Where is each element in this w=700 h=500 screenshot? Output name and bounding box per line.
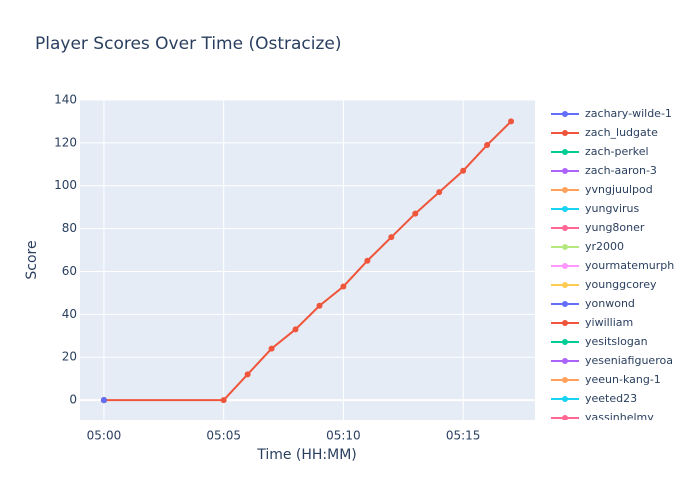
legend-marker xyxy=(562,377,568,383)
data-point xyxy=(268,345,275,352)
legend-marker xyxy=(562,187,568,193)
legend-marker xyxy=(562,149,568,155)
legend-marker xyxy=(562,339,568,345)
legend-marker xyxy=(562,263,568,269)
data-point xyxy=(436,189,443,196)
series-line xyxy=(103,120,512,402)
data-point xyxy=(460,167,467,174)
legend-label: yeseniafigueroa xyxy=(585,354,673,367)
legend-marker xyxy=(562,358,568,364)
data-point xyxy=(412,210,419,217)
legend-marker xyxy=(562,130,568,136)
y-tick-label: 20 xyxy=(62,350,77,364)
legend-marker xyxy=(562,168,568,174)
data-point xyxy=(364,257,371,264)
legend-marker xyxy=(562,206,568,212)
y-tick-label: 60 xyxy=(62,264,77,278)
legend-label: yourmatemurph xyxy=(585,259,674,272)
y-tick-label: 120 xyxy=(54,135,77,149)
x-tick-label: 05:00 xyxy=(87,429,122,443)
data-point xyxy=(100,397,107,404)
data-point xyxy=(292,326,299,333)
x-tick-label: 05:15 xyxy=(446,429,481,443)
y-tick-label: 40 xyxy=(62,307,77,321)
plot-area xyxy=(80,100,535,420)
data-point xyxy=(484,142,491,149)
x-axis-title: Time (HH:MM) xyxy=(256,447,357,463)
y-tick-label: 0 xyxy=(69,393,77,407)
y-axis-title: Score xyxy=(24,240,40,279)
legend-label: zachary-wilde-1 xyxy=(585,107,672,120)
legend-label: yesitslogan xyxy=(585,335,648,348)
legend-label: zach_ludgate xyxy=(585,126,658,139)
legend-label: yeeun-kang-1 xyxy=(585,373,661,386)
legend-marker xyxy=(562,244,568,250)
legend-marker xyxy=(562,415,568,420)
x-tick-label: 05:10 xyxy=(326,429,361,443)
legend-marker xyxy=(562,282,568,288)
legend-label: yonwond xyxy=(585,297,635,310)
legend-marker xyxy=(562,301,568,307)
marks xyxy=(100,118,515,404)
legend-label: yassinhelmy xyxy=(585,411,654,424)
legend-label: yung8oner xyxy=(585,221,645,234)
data-point xyxy=(388,234,395,241)
legend-marker xyxy=(562,320,568,326)
legend-marker xyxy=(562,396,568,402)
legend: zachary-wilde-1 zach_ludgate zach-perkel za… xyxy=(551,107,674,424)
y-tick-label: 80 xyxy=(62,221,77,235)
data-point xyxy=(508,118,515,125)
x-tick-label: 05:05 xyxy=(206,429,241,443)
data-point xyxy=(316,302,323,309)
legend-label: younggcorey xyxy=(585,278,657,291)
legend-label: yiwilliam xyxy=(585,316,633,329)
legend-label: yr2000 xyxy=(585,240,624,253)
legend-label: zach-aaron-3 xyxy=(585,164,657,177)
legend-label: yungvirus xyxy=(585,202,639,215)
chart-title: Player Scores Over Time (Ostracize) xyxy=(35,34,342,54)
legend-marker xyxy=(562,111,568,117)
legend-label: yvngjuulpod xyxy=(585,183,653,196)
legend-marker xyxy=(562,225,568,231)
legend-label: yeeted23 xyxy=(585,392,637,405)
data-point xyxy=(244,371,251,378)
grid xyxy=(80,99,535,420)
y-tick-label: 140 xyxy=(54,93,77,107)
data-point xyxy=(340,283,347,290)
y-tick-label: 100 xyxy=(54,178,77,192)
data-point xyxy=(220,397,227,404)
legend-label: zach-perkel xyxy=(585,145,649,158)
